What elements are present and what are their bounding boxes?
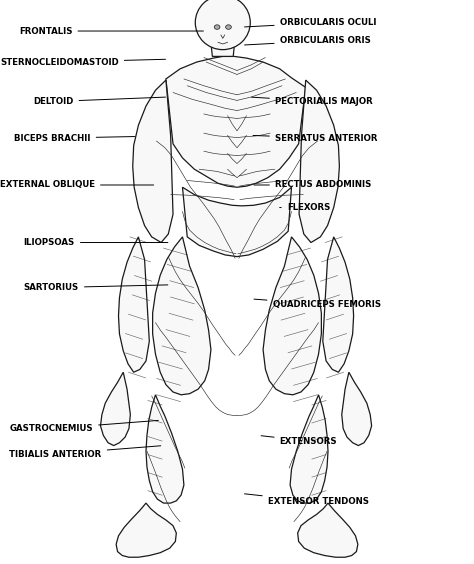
Polygon shape xyxy=(146,395,184,503)
Polygon shape xyxy=(166,56,306,187)
Text: ORBICULARIS ORIS: ORBICULARIS ORIS xyxy=(245,36,371,45)
Text: ILIOPSOAS: ILIOPSOAS xyxy=(24,238,168,247)
Polygon shape xyxy=(133,80,173,243)
Text: RECTUS ABDOMINIS: RECTUS ABDOMINIS xyxy=(254,180,371,190)
Polygon shape xyxy=(211,47,234,56)
Polygon shape xyxy=(342,372,372,446)
Ellipse shape xyxy=(214,25,220,29)
Ellipse shape xyxy=(226,25,231,29)
Text: EXTENSORS: EXTENSORS xyxy=(261,436,337,446)
Polygon shape xyxy=(290,395,328,503)
Polygon shape xyxy=(118,237,149,372)
Text: EXTENSOR TENDONS: EXTENSOR TENDONS xyxy=(245,494,369,506)
Text: FRONTALIS: FRONTALIS xyxy=(19,27,203,36)
Text: QUADRICEPS FEMORIS: QUADRICEPS FEMORIS xyxy=(254,299,381,309)
Polygon shape xyxy=(323,237,354,372)
Text: DELTOID: DELTOID xyxy=(33,97,165,106)
Text: STERNOCLEIDOMASTOID: STERNOCLEIDOMASTOID xyxy=(0,58,165,67)
Text: ORBICULARIS OCULI: ORBICULARIS OCULI xyxy=(245,18,376,27)
Polygon shape xyxy=(153,237,211,395)
Text: EXTERNAL OBLIQUE: EXTERNAL OBLIQUE xyxy=(0,180,154,190)
Polygon shape xyxy=(299,80,339,243)
Text: SARTORIUS: SARTORIUS xyxy=(24,283,168,292)
Text: GASTROCNEMIUS: GASTROCNEMIUS xyxy=(9,420,158,433)
Polygon shape xyxy=(116,503,176,557)
Text: TIBIALIS ANTERIOR: TIBIALIS ANTERIOR xyxy=(9,446,161,459)
Polygon shape xyxy=(182,187,292,257)
Text: FLEXORS: FLEXORS xyxy=(280,203,330,212)
Text: SERRATUS ANTERIOR: SERRATUS ANTERIOR xyxy=(253,134,377,143)
Polygon shape xyxy=(100,372,130,446)
Polygon shape xyxy=(263,237,321,395)
Polygon shape xyxy=(298,503,358,557)
Text: PECTORIALIS MAJOR: PECTORIALIS MAJOR xyxy=(252,97,373,106)
Ellipse shape xyxy=(195,0,250,50)
Text: BICEPS BRACHII: BICEPS BRACHII xyxy=(14,134,135,143)
